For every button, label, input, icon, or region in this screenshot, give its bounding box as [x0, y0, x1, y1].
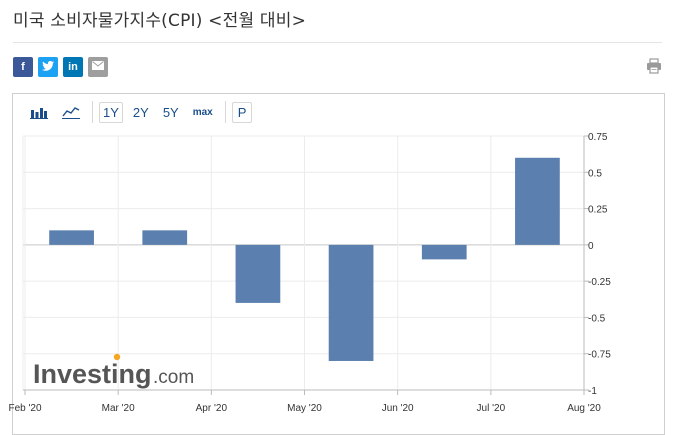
y-tick-label: -0.5	[588, 313, 606, 324]
logo-suffix: .com	[153, 367, 194, 388]
chart-toolbar: 1Y 2Y 5Y max P	[26, 101, 253, 123]
area-chart-toggle[interactable]	[58, 101, 84, 123]
bar-chart-toggle[interactable]	[26, 101, 52, 123]
title-divider	[13, 42, 662, 43]
range-max-button[interactable]: max	[192, 106, 213, 118]
range-2y-button[interactable]: 2Y	[132, 104, 149, 120]
bar-chart-icon	[30, 108, 48, 119]
y-tick-label: 0.5	[588, 168, 602, 179]
y-tick-label: -0.25	[588, 277, 611, 288]
toolbar-separator	[92, 101, 93, 123]
logo-brand: Investing	[33, 359, 152, 389]
bar-apr20	[235, 244, 281, 303]
chart-gridlines	[22, 135, 585, 391]
bar-mar20	[142, 230, 188, 245]
y-tick-label: -1	[588, 386, 597, 397]
investing-logo: Investing .com	[33, 353, 194, 389]
p-button[interactable]: P	[231, 101, 253, 123]
facebook-share-button[interactable]: f	[13, 57, 33, 77]
x-tick-label: May '20	[287, 403, 322, 414]
range-5y-button[interactable]: 5Y	[162, 104, 179, 120]
bar-may20	[328, 244, 374, 361]
bar-feb20	[49, 230, 94, 245]
logo-dot	[113, 353, 121, 361]
facebook-icon: f	[21, 61, 25, 73]
y-tick-label: 0	[588, 241, 594, 252]
x-tick-label: Apr '20	[196, 403, 228, 414]
twitter-share-button[interactable]	[38, 57, 58, 77]
y-tick-label: 0.25	[588, 205, 608, 216]
page-title: 미국 소비자물가지수(CPI) <전월 대비>	[13, 11, 307, 31]
twitter-icon	[42, 60, 54, 74]
share-bar: f in	[13, 57, 108, 77]
x-tick-label: Mar '20	[102, 403, 135, 414]
bar-chart: 0.75 0.5 0.25 0 -0.25 -0.5 -0.75 -1 Feb '20 Mar '…	[8, 132, 611, 414]
print-button[interactable]	[646, 58, 662, 74]
bar-jun20	[421, 244, 467, 260]
area-chart-icon	[62, 107, 80, 119]
x-tick-label: Feb '20	[8, 403, 41, 414]
print-icon	[647, 58, 661, 74]
x-tick-label: Jul '20	[477, 403, 506, 414]
email-share-button[interactable]	[88, 57, 108, 77]
linkedin-icon: in	[68, 61, 78, 73]
chart-axes: 0.75 0.5 0.25 0 -0.25 -0.5 -0.75 -1 Feb '20 Mar '…	[8, 132, 611, 414]
y-tick-label: 0.75	[588, 132, 608, 143]
range-1y-button[interactable]: 1Y	[99, 101, 123, 123]
toolbar-separator	[224, 101, 226, 123]
bar-jul20	[515, 157, 560, 245]
x-tick-label: Aug '20	[567, 403, 601, 414]
linkedin-share-button[interactable]: in	[63, 57, 83, 77]
y-tick-label: -0.75	[588, 350, 611, 361]
email-icon	[92, 61, 104, 73]
x-tick-label: Jun '20	[382, 403, 414, 414]
chart-bars	[49, 157, 560, 361]
